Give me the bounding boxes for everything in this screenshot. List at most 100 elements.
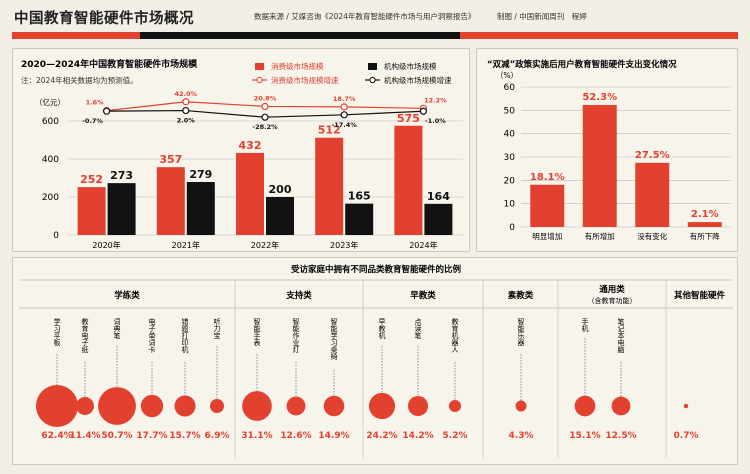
growth-label: -1.0% bbox=[425, 117, 446, 125]
bar bbox=[635, 162, 670, 227]
growth-label: -28.2% bbox=[252, 123, 278, 131]
category-label: 教育电子纸 bbox=[81, 317, 89, 354]
bar-consumer bbox=[236, 152, 264, 235]
y-axis-unit: （亿元） bbox=[35, 97, 65, 107]
bubble bbox=[98, 387, 136, 425]
bar-institution bbox=[345, 203, 374, 235]
bubble-value-label: 5.2% bbox=[443, 431, 468, 441]
y-tick-label: 30 bbox=[504, 153, 516, 163]
bubble-value-label: 62.4% bbox=[41, 431, 72, 441]
x-tick-label: 2021年 bbox=[172, 240, 200, 250]
bar-consumer bbox=[77, 187, 106, 235]
x-tick-label: 2022年 bbox=[251, 240, 279, 250]
bubble bbox=[368, 392, 396, 420]
bar-consumer bbox=[394, 125, 423, 235]
header-black-bar bbox=[140, 32, 460, 39]
bar-consumer bbox=[156, 167, 185, 235]
group-label: 通用类 bbox=[599, 284, 625, 295]
group-label: 早教类 bbox=[410, 290, 436, 301]
bar-value-label: 18.1% bbox=[530, 172, 565, 183]
bar bbox=[687, 222, 722, 227]
category-label: 智能学习桌椅 bbox=[330, 317, 338, 360]
growth-point bbox=[419, 107, 427, 115]
growth-label: -17.4% bbox=[332, 121, 358, 129]
x-tick-label: 2020年 bbox=[92, 240, 120, 250]
legend-swatch bbox=[255, 63, 264, 70]
bar-value-label: 27.5% bbox=[635, 150, 670, 161]
growth-point bbox=[261, 113, 269, 121]
page-title: 中国教育智能硬件市场概况 bbox=[14, 11, 194, 27]
bar-value-label: 2.1% bbox=[691, 209, 719, 220]
category-label: 笔记本电脑 bbox=[617, 317, 625, 354]
chart-title: “双减”政策实施后用户教育智能硬件支出变化情况 bbox=[487, 59, 677, 70]
legend-label: 消费级市场规模增速 bbox=[271, 75, 339, 85]
y-tick-label: 20 bbox=[504, 176, 516, 186]
bubble bbox=[210, 399, 224, 413]
group-sublabel: （含教育功能） bbox=[588, 296, 637, 305]
bubble bbox=[574, 395, 596, 417]
bar-value-label: 432 bbox=[239, 139, 262, 152]
bubble-value-label: 14.2% bbox=[402, 431, 433, 441]
category-label: 电子单词卡 bbox=[148, 317, 156, 354]
legend-marker bbox=[256, 76, 263, 84]
category-label: 点读笔 bbox=[414, 318, 422, 339]
legend-label: 机构级市场规模增速 bbox=[384, 75, 452, 85]
page-header: 中国教育智能硬件市场概况 数据来源 / 艾媒咨询《2024年教育智能硬件市场与用… bbox=[0, 0, 750, 30]
bubble-value-label: 6.9% bbox=[205, 431, 230, 441]
category-label: 智能作业灯 bbox=[292, 317, 300, 354]
growth-label: 18.7% bbox=[333, 95, 356, 103]
y-axis-unit: （%） bbox=[496, 71, 518, 80]
legend-label: 机构级市场规模 bbox=[384, 61, 437, 71]
group-label: 其他智能硬件 bbox=[674, 290, 726, 301]
bubble-value-label: 50.7% bbox=[101, 431, 132, 441]
chart-title: 2020—2024年中国教育智能硬件市场规模 bbox=[21, 58, 198, 70]
bar-consumer bbox=[315, 137, 344, 235]
y-tick-label: 40 bbox=[504, 130, 516, 140]
group-label: 素教类 bbox=[508, 290, 534, 301]
y-tick-label: 0 bbox=[53, 231, 59, 241]
bar-value-label: 165 bbox=[348, 190, 371, 203]
category-label: 学习平板 bbox=[53, 317, 61, 347]
category-label: 教育机器人 bbox=[451, 317, 459, 353]
bubble bbox=[36, 385, 78, 427]
data-source: 数据来源 / 艾媒咨询《2024年教育智能硬件市场与用户洞察报告》 bbox=[254, 12, 476, 21]
bar bbox=[530, 184, 565, 227]
growth-point bbox=[182, 98, 190, 106]
bubble bbox=[515, 400, 527, 412]
ownership-panel: 受访家庭中拥有不同品类教育智能硬件的比例 学练类 学习平板 62.4% 教育电子纸 11.… bbox=[12, 257, 738, 465]
bubble-value-label: 15.1% bbox=[569, 431, 600, 441]
chart-note: 注：2024年相关数据均为预测值。 bbox=[21, 75, 138, 85]
spending-change-panel: “双减”政策实施后用户教育智能硬件支出变化情况 （%） 0 10 20 30 40 50 60 1… bbox=[476, 48, 738, 252]
legend-marker bbox=[369, 76, 376, 84]
bubble-value-label: 12.5% bbox=[605, 431, 636, 441]
bubble bbox=[407, 395, 429, 417]
growth-label: 20.8% bbox=[254, 94, 277, 102]
group-label: 支持类 bbox=[285, 290, 312, 301]
chart-title: 受访家庭中拥有不同品类教育智能硬件的比例 bbox=[291, 264, 462, 275]
bubble bbox=[611, 396, 631, 416]
y-tick-label: 0 bbox=[509, 223, 515, 233]
bubble bbox=[683, 403, 689, 409]
bubble bbox=[286, 396, 306, 416]
growth-point bbox=[102, 107, 111, 115]
bar-value-label: 512 bbox=[318, 124, 341, 137]
category-label: 智能手表 bbox=[253, 317, 261, 347]
bar-value-label: 575 bbox=[397, 112, 420, 125]
bar-institution bbox=[107, 183, 136, 235]
growth-point bbox=[261, 102, 269, 111]
bar-value-label: 273 bbox=[110, 169, 133, 182]
category-label: 错题打印机 bbox=[181, 317, 189, 354]
category-label: 听力宝 bbox=[213, 317, 221, 339]
x-tick-label: 有所下降 bbox=[690, 231, 720, 241]
bar-value-label: 357 bbox=[159, 153, 182, 166]
bubble bbox=[448, 399, 462, 413]
bubble bbox=[242, 391, 272, 421]
growth-label: 2.0% bbox=[177, 117, 196, 125]
bubble-value-label: 14.9% bbox=[318, 431, 349, 441]
chart-credit: 制图 / 中国新闻周刊 程婷 bbox=[497, 12, 587, 21]
bubble bbox=[323, 395, 345, 417]
bubble-value-label: 17.7% bbox=[136, 431, 167, 441]
legend-swatch bbox=[368, 63, 377, 70]
bubble-value-label: 12.6% bbox=[280, 431, 311, 441]
